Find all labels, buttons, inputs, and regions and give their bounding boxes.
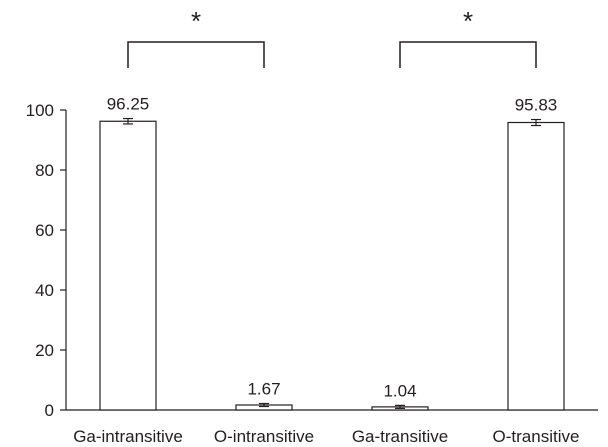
y-tick-label: 80 bbox=[35, 161, 54, 180]
bar bbox=[507, 121, 565, 411]
significance-bracket bbox=[399, 41, 537, 68]
x-category-label: O-intransitive bbox=[214, 427, 314, 446]
data-label: 96.25 bbox=[107, 95, 150, 114]
x-category-label: Ga-transitive bbox=[352, 427, 448, 446]
label-layer: 96.25 Ga-intransitive 1.67 O-intransitive 1.… bbox=[73, 95, 579, 446]
bar bbox=[99, 120, 157, 411]
bar-layer bbox=[99, 117, 565, 411]
y-tick-label: 0 bbox=[45, 401, 54, 420]
significance-layer: * * bbox=[127, 6, 537, 68]
data-label: 1.67 bbox=[247, 379, 280, 398]
significance-asterisk: * bbox=[191, 6, 201, 36]
x-category-label: Ga-intransitive bbox=[73, 427, 183, 446]
y-tick-label: 60 bbox=[35, 221, 54, 240]
significance-asterisk: * bbox=[463, 6, 473, 36]
data-label: 1.04 bbox=[383, 381, 416, 400]
x-category-label: O-transitive bbox=[493, 427, 580, 446]
data-label: 95.83 bbox=[515, 96, 558, 115]
y-tick-label: 20 bbox=[35, 341, 54, 360]
y-tick-label: 100 bbox=[26, 101, 54, 120]
significance-bracket bbox=[127, 41, 265, 68]
y-tick-label: 40 bbox=[35, 281, 54, 300]
